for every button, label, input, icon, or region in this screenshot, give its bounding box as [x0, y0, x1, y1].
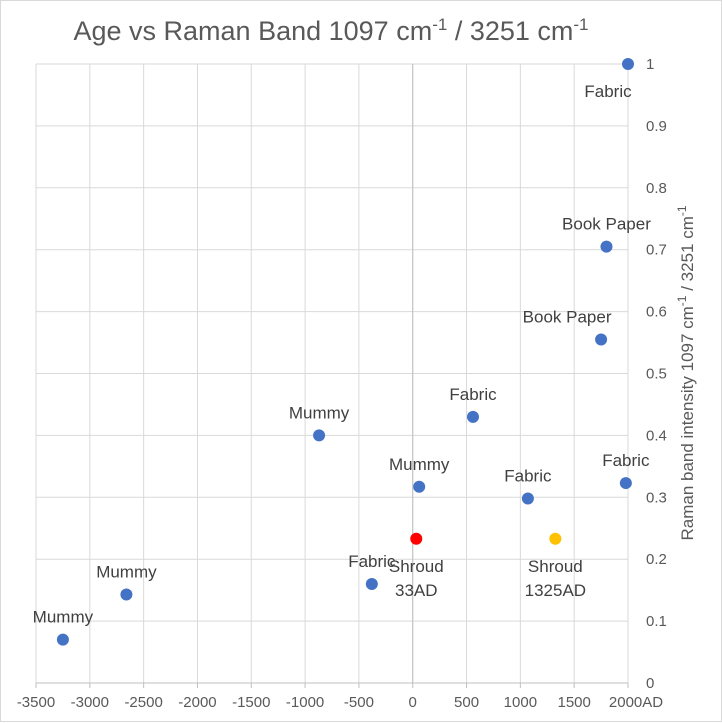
data-point: [595, 333, 608, 346]
data-point: [313, 429, 326, 442]
chart-title-sup-1: -1: [432, 15, 448, 34]
data-point: [365, 577, 378, 590]
data-point: [56, 633, 69, 646]
y-axis-label-part: / 3251 cm: [678, 216, 697, 295]
x-tick-label: 500: [454, 694, 479, 711]
y-tick-label: 0.4: [646, 427, 667, 444]
y-axis-label-part: Raman band intensity 1097 cm: [678, 306, 697, 540]
data-point: [413, 480, 426, 493]
y-tick-label: 0.8: [646, 180, 667, 197]
data-point-label: Fabric: [602, 451, 650, 470]
data-point-label: 1325AD: [525, 581, 586, 600]
y-axis-label-sup: -1: [675, 295, 689, 306]
chart-title-sup-2: -1: [573, 15, 589, 34]
chart-title: Age vs Raman Band 1097 cm-1 / 3251 cm-1: [1, 15, 661, 47]
x-tick-label: 1000: [504, 694, 537, 711]
data-point: [120, 588, 133, 601]
y-tick-label: 0.5: [646, 366, 667, 383]
data-point: [410, 532, 423, 545]
x-tick-label: -1500: [232, 694, 270, 711]
data-point-label: Book Paper: [562, 215, 651, 234]
data-point-label: Fabric: [504, 467, 552, 486]
y-tick-label: 0.3: [646, 489, 667, 506]
y-tick-label: 0.7: [646, 242, 667, 259]
y-tick-label: 0: [646, 675, 654, 692]
x-tick-label: 2000AD: [609, 694, 663, 711]
data-point: [521, 492, 534, 505]
data-point-label: Shroud: [528, 557, 583, 576]
x-tick-label: 1500: [557, 694, 590, 711]
data-point: [549, 532, 562, 545]
data-point: [467, 410, 480, 423]
data-point: [600, 240, 613, 253]
data-point-label: 33AD: [395, 581, 438, 600]
data-point-label: Mummy: [96, 562, 157, 581]
data-point: [619, 477, 632, 490]
y-tick-label: 1: [646, 56, 654, 73]
y-tick-label: 0.9: [646, 118, 667, 135]
chart-title-mid: / 3251 cm: [447, 16, 574, 46]
data-point-label: Book Paper: [523, 307, 612, 326]
x-tick-label: -500: [344, 694, 374, 711]
x-tick-label: -3000: [71, 694, 109, 711]
data-point-label: Mummy: [389, 455, 450, 474]
data-point-label: Fabric: [348, 552, 396, 571]
x-tick-label: -2500: [124, 694, 162, 711]
x-tick-label: -1000: [286, 694, 324, 711]
y-axis-label-sup: -1: [675, 205, 689, 216]
y-axis-label: Raman band intensity 1097 cm-1 / 3251 cm…: [675, 205, 697, 540]
chart-title-main: Age vs Raman Band 1097 cm: [73, 16, 433, 46]
x-tick-label: -2000: [178, 694, 216, 711]
y-tick-label: 0.2: [646, 551, 667, 568]
data-point: [622, 58, 634, 70]
data-point-label: Fabric: [449, 385, 497, 404]
y-tick-label: 0.1: [646, 613, 667, 630]
x-tick-label: 0: [409, 694, 417, 711]
data-point-label: Mummy: [33, 608, 94, 627]
data-point-label: Mummy: [289, 403, 350, 422]
data-point-label: Fabric: [584, 82, 632, 101]
x-tick-label: -3500: [17, 694, 55, 711]
data-point-label: Shroud: [389, 557, 444, 576]
y-tick-label: 0.6: [646, 304, 667, 321]
